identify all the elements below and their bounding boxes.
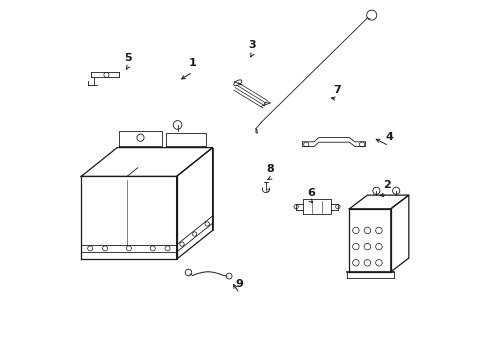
Text: 6: 6: [308, 188, 316, 198]
Text: 5: 5: [124, 53, 132, 63]
Text: 8: 8: [267, 164, 274, 174]
Text: 2: 2: [383, 180, 391, 190]
Text: 9: 9: [236, 279, 244, 289]
Text: 1: 1: [189, 58, 196, 68]
Text: 4: 4: [385, 132, 393, 142]
Text: 3: 3: [248, 40, 256, 50]
Text: 7: 7: [333, 85, 341, 95]
